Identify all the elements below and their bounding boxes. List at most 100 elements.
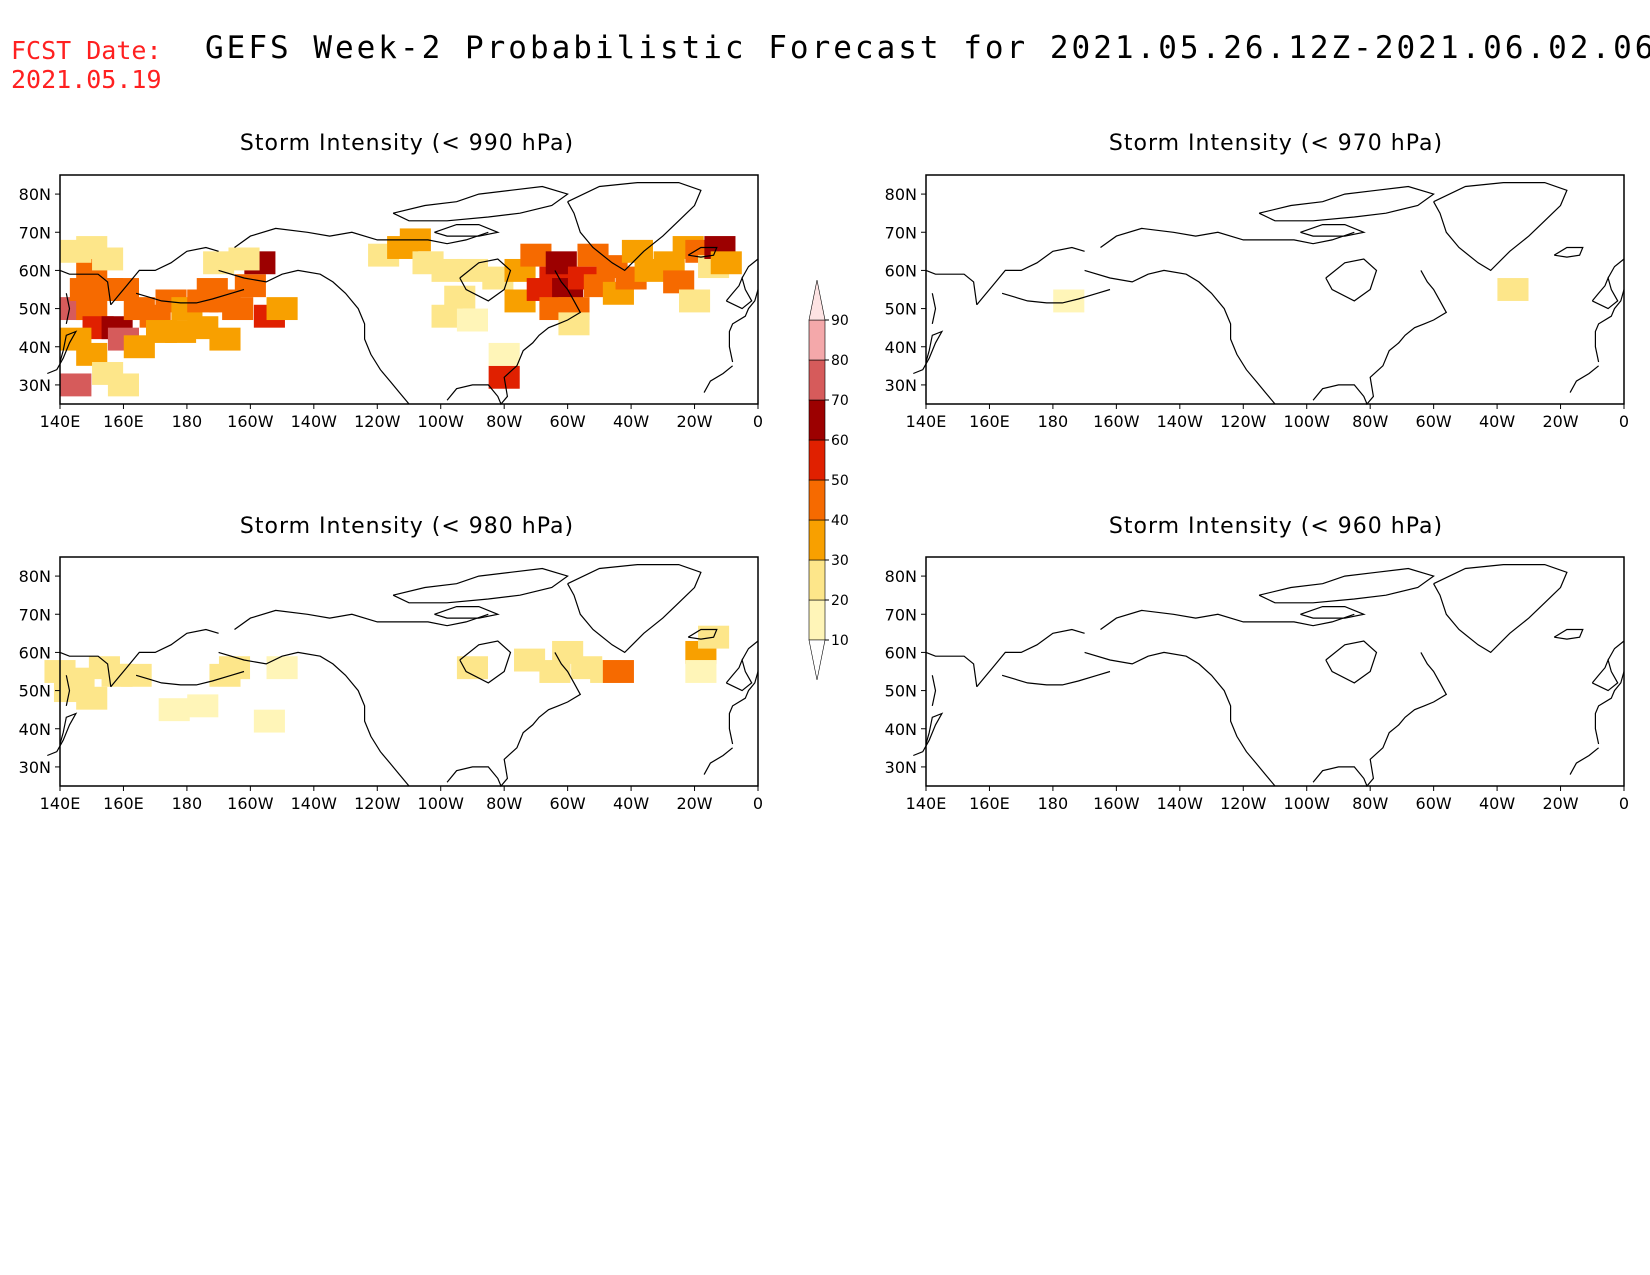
lon-tick-label: 40W (1479, 412, 1515, 431)
lon-tick-label: 120W (354, 412, 401, 431)
colorbar-label: 30 (831, 553, 849, 569)
lat-tick-label: 40N (19, 720, 51, 739)
colorbar-segment (808, 439, 826, 481)
coastline-segment (1001, 670, 1111, 686)
lat-tick-label: 50N (885, 682, 917, 701)
lat-tick-label: 70N (19, 223, 51, 242)
main-title: GEFS Week-2 Probabilistic Forecast for 2… (205, 30, 1650, 66)
lon-tick-label: 100W (1284, 794, 1331, 813)
coastline-segment (234, 609, 489, 630)
probability-cell (514, 648, 546, 672)
lat-tick-label: 60N (885, 643, 917, 662)
probability-cell (222, 297, 254, 321)
coastline (913, 182, 1625, 406)
probability-cell (456, 656, 489, 680)
lat-tick-label: 30N (885, 758, 917, 777)
probability-cell (663, 270, 695, 294)
probability-cell (107, 373, 140, 397)
panel-title-960: Storm Intensity (< 960 hPa) (1108, 514, 1444, 539)
lon-tick-label: 0 (1619, 412, 1629, 431)
colorbar-segment (808, 479, 826, 521)
coastline-segment (1325, 640, 1378, 684)
lon-tick-label: 120W (354, 794, 401, 813)
lon-tick-label: 140E (40, 412, 81, 431)
lat-tick-label: 70N (19, 605, 51, 624)
probability-cell (187, 694, 219, 718)
lon-tick-label: 140E (40, 794, 81, 813)
coastline-segment (1569, 365, 1599, 393)
probability-cell (266, 297, 298, 321)
plot-frame (925, 174, 1625, 405)
probability-cell (558, 312, 590, 336)
lon-tick-label: 80W (1352, 412, 1388, 431)
coastline-segment (1325, 258, 1378, 302)
colorbar-label: 60 (831, 433, 849, 449)
coastline-segment (1258, 567, 1435, 604)
probability-cell (60, 373, 92, 397)
coastline-segment (1300, 224, 1366, 237)
lon-tick-label: 60W (1416, 794, 1452, 813)
coastline-segment (741, 258, 759, 279)
lon-tick-label: 160E (969, 794, 1010, 813)
plot-frame (59, 556, 759, 787)
probability-cell (710, 251, 742, 275)
lat-tick-label: 70N (885, 223, 917, 242)
probability-cell (431, 304, 463, 328)
coastline-segment (59, 269, 112, 305)
probability-cell (228, 247, 260, 271)
coastline-segment (913, 712, 944, 757)
lat-tick-label: 40N (885, 338, 917, 357)
lon-tick-label: 40W (1479, 794, 1515, 813)
coastline-segment (218, 269, 410, 405)
colorbar-label: 50 (831, 473, 849, 489)
coastline-segment (567, 564, 702, 654)
coastline-segment (446, 270, 582, 406)
lon-tick-label: 180 (1038, 794, 1069, 813)
coastline-segment (703, 365, 733, 393)
lon-tick-label: 180 (172, 412, 203, 431)
probability-cell (685, 660, 717, 683)
map-panel-990: 80N 70N 60N 50N 40N 30N 140E 160E 180 160W 140W 120… (19, 174, 763, 431)
lon-tick-label: 100W (418, 412, 465, 431)
lat-tick-label: 60N (19, 643, 51, 662)
coastline-segment (110, 628, 219, 688)
coastline-segment (1553, 246, 1584, 258)
lat-tick-label: 50N (19, 300, 51, 319)
lat-tick-label: 80N (19, 185, 51, 204)
probability-field (1053, 278, 1529, 313)
lon-tick-label: 160E (103, 794, 144, 813)
colorbar-label: 10 (831, 633, 849, 649)
probability-cell (218, 656, 251, 680)
colorbar: 10 20 30 40 50 60 70 80 90 (808, 279, 849, 681)
lon-tick-label: 140W (291, 794, 338, 813)
lon-tick-label: 120W (1220, 412, 1267, 431)
colorbar-bottom-arrow (808, 639, 826, 681)
coastline-segment (1433, 182, 1568, 272)
panel-title-990: Storm Intensity (< 990 hPa) (239, 131, 575, 156)
colorbar-label: 20 (831, 593, 849, 609)
coastline-segment (47, 330, 78, 375)
plot-frame (925, 556, 1625, 787)
coastline-segment (728, 671, 759, 745)
lon-tick-label: 20W (676, 794, 712, 813)
coastline-segment (47, 712, 78, 757)
map-panel-960: 80N 70N 60N 50N 40N 30N 140E 160E 180 160W 140W 120… (885, 556, 1629, 813)
lon-tick-label: 160E (103, 412, 144, 431)
probability-cell (234, 274, 266, 298)
coastline-segment (1591, 276, 1619, 310)
colorbar-label: 80 (831, 353, 849, 369)
lon-tick-label: 140W (1157, 412, 1204, 431)
probability-cell (444, 285, 476, 309)
coastline-segment (703, 747, 733, 775)
coastline-segment (459, 258, 512, 302)
coastline-segment (1594, 671, 1625, 745)
coastline-segment (135, 288, 245, 304)
lon-tick-label: 60W (1416, 412, 1452, 431)
coastline-segment (1607, 258, 1625, 279)
forecast-date-block: FCST Date: 2021.05.19 (11, 36, 162, 94)
lon-tick-label: 100W (418, 794, 465, 813)
colorbar-segment (808, 399, 826, 441)
lat-tick-label: 80N (885, 185, 917, 204)
lon-tick-label: 160W (227, 412, 274, 431)
map-panel-980: 80N 70N 60N 50N 40N 30N 140E 160E 180 160W 140W 120… (19, 556, 763, 813)
